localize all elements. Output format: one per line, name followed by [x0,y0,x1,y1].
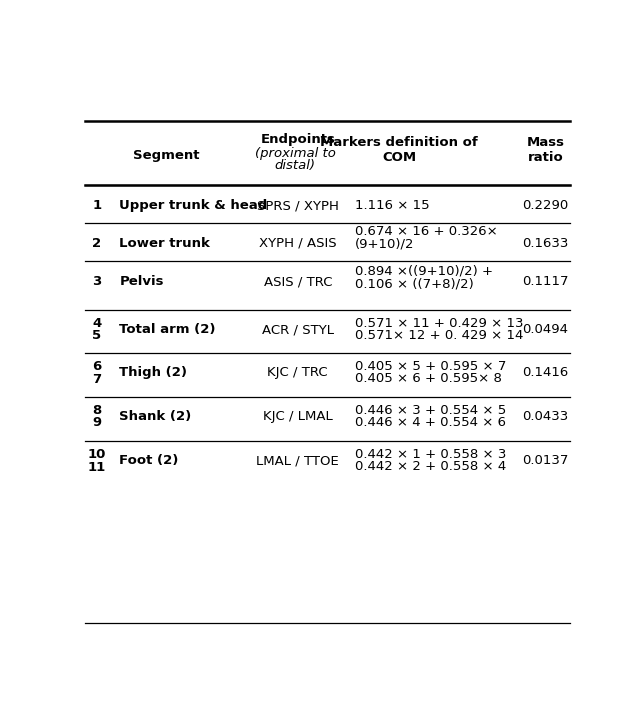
Text: 2: 2 [92,236,101,249]
Text: Endpoints: Endpoints [260,133,335,146]
Text: 6: 6 [92,360,102,373]
Text: COM: COM [382,151,417,164]
Text: Shank (2): Shank (2) [119,410,192,423]
Text: 0.571× 12 + 0. 429 × 14: 0.571× 12 + 0. 429 × 14 [355,329,523,342]
Text: 3: 3 [92,275,102,288]
Text: KJC / TRC: KJC / TRC [268,366,328,379]
Text: Mass: Mass [527,136,564,149]
Text: Segment: Segment [134,149,200,162]
Text: ratio: ratio [528,151,563,164]
Text: 0.106 × ((7+8)/2): 0.106 × ((7+8)/2) [355,277,473,290]
Text: XYPH / ASIS: XYPH / ASIS [259,236,337,249]
Text: 0.446 × 3 + 0.554 × 5: 0.446 × 3 + 0.554 × 5 [355,404,506,417]
Text: (9+10)/2: (9+10)/2 [355,238,414,251]
Text: 11: 11 [88,461,106,474]
Text: 0.442 × 2 + 0.558 × 4: 0.442 × 2 + 0.558 × 4 [355,460,506,473]
Text: 9: 9 [92,417,101,430]
Text: 0.674 × 16 + 0.326×: 0.674 × 16 + 0.326× [355,226,498,239]
Text: Total arm (2): Total arm (2) [119,323,216,336]
Text: 0.1117: 0.1117 [522,275,569,288]
Text: SPRS / XYPH: SPRS / XYPH [257,200,339,213]
Text: LMAL / TTOE: LMAL / TTOE [256,454,339,467]
Text: (proximal to: (proximal to [255,146,335,159]
Text: 0.1416: 0.1416 [522,366,569,379]
Text: 0.442 × 1 + 0.558 × 3: 0.442 × 1 + 0.558 × 3 [355,448,506,461]
Text: 0.2290: 0.2290 [522,200,569,213]
Text: 8: 8 [92,404,102,417]
Text: 7: 7 [92,373,101,386]
Text: Thigh (2): Thigh (2) [119,366,187,379]
Text: 0.0433: 0.0433 [522,410,569,423]
Text: 4: 4 [92,317,102,330]
Text: 0.894 ×((9+10)/2) +: 0.894 ×((9+10)/2) + [355,265,493,278]
Text: ASIS / TRC: ASIS / TRC [263,275,332,288]
Text: Lower trunk: Lower trunk [119,236,210,249]
Text: 0.571 × 11 + 0.429 × 13: 0.571 × 11 + 0.429 × 13 [355,317,523,330]
Text: 1: 1 [92,200,101,213]
Text: Pelvis: Pelvis [119,275,164,288]
Text: ACR / STYL: ACR / STYL [262,323,334,336]
Text: 1.116 × 15: 1.116 × 15 [355,200,429,213]
Text: 0.405 × 6 + 0.595× 8: 0.405 × 6 + 0.595× 8 [355,372,502,385]
Text: KJC / LMAL: KJC / LMAL [263,410,333,423]
Text: 0.446 × 4 + 0.554 × 6: 0.446 × 4 + 0.554 × 6 [355,416,505,429]
Text: 10: 10 [88,448,106,461]
Text: 0.0494: 0.0494 [523,323,568,336]
Text: Markers definition of: Markers definition of [320,136,478,149]
Text: 0.0137: 0.0137 [522,454,569,467]
Text: Foot (2): Foot (2) [119,454,179,467]
Text: 5: 5 [92,329,101,342]
Text: 0.405 × 5 + 0.595 × 7: 0.405 × 5 + 0.595 × 7 [355,360,506,373]
Text: distal): distal) [275,159,316,172]
Text: 0.1633: 0.1633 [522,236,569,249]
Text: Upper trunk & head: Upper trunk & head [119,200,268,213]
